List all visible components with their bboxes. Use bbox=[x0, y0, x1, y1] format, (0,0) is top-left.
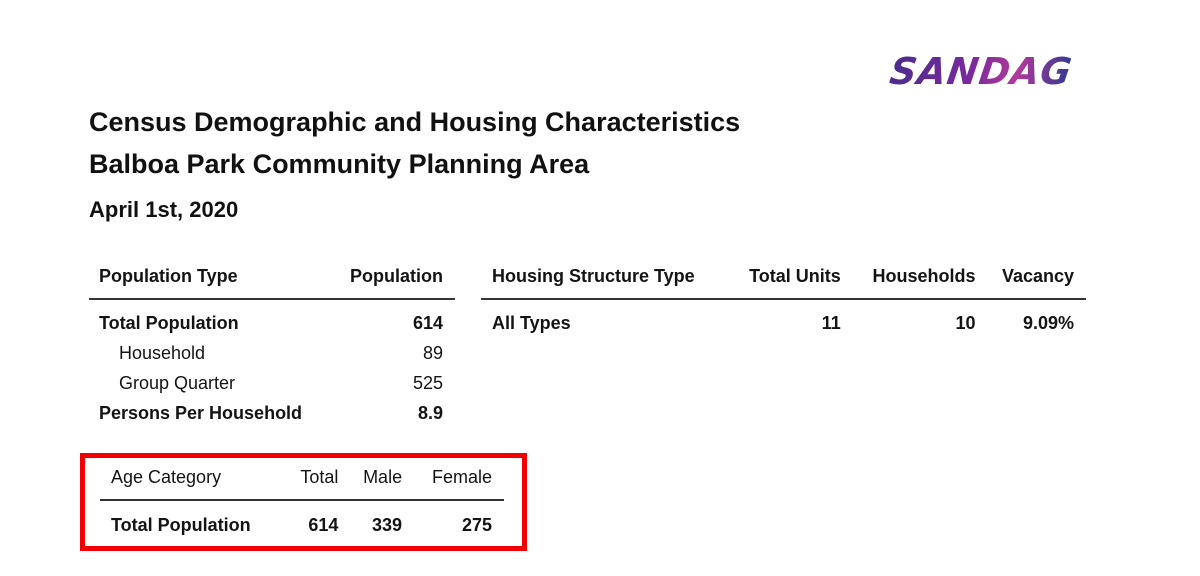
row-value: 89 bbox=[422, 342, 443, 363]
column-header-housing-structure-type: Housing Structure Type bbox=[481, 262, 732, 300]
table-row: Household 89 bbox=[89, 338, 455, 368]
table-header-row: Population Type Population bbox=[89, 262, 455, 300]
row-category: Total Population bbox=[111, 514, 251, 535]
page-subtitle: Balboa Park Community Planning Area bbox=[89, 149, 590, 179]
population-table: Population Type Population Total Populat… bbox=[89, 262, 455, 428]
row-value: 614 bbox=[412, 313, 443, 333]
column-header-population: Population bbox=[334, 262, 455, 300]
sandag-logo: SANDAG bbox=[887, 50, 1076, 93]
table-row: Total Population 614 bbox=[89, 299, 455, 338]
column-header-total: Total bbox=[288, 463, 351, 501]
report-date: April 1st, 2020 bbox=[89, 197, 239, 222]
page-title: Census Demographic and Housing Character… bbox=[89, 107, 741, 137]
column-header-vacancy: Vacancy bbox=[987, 262, 1086, 300]
row-label: Household bbox=[119, 342, 206, 363]
age-table: Age Category Total Male Female Total Pop… bbox=[100, 463, 504, 540]
table-row: All Types 11 10 9.09% bbox=[481, 299, 1086, 338]
row-total: 614 bbox=[308, 514, 339, 535]
row-value: 525 bbox=[412, 372, 443, 393]
table-row: Total Population 614 339 275 bbox=[100, 500, 504, 540]
row-type: All Types bbox=[492, 313, 571, 333]
row-vacancy: 9.09% bbox=[1022, 313, 1074, 333]
housing-table: Housing Structure Type Total Units House… bbox=[481, 262, 1086, 338]
column-header-total-units: Total Units bbox=[731, 262, 853, 300]
row-label: Total Population bbox=[99, 313, 239, 333]
column-header-households: Households bbox=[852, 262, 988, 300]
row-label: Group Quarter bbox=[119, 372, 236, 393]
table-header-row: Housing Structure Type Total Units House… bbox=[481, 262, 1086, 300]
row-female: 275 bbox=[461, 514, 492, 535]
highlight-box bbox=[80, 453, 527, 551]
column-header-population-type: Population Type bbox=[89, 262, 335, 300]
table-row: Persons Per Household 8.9 bbox=[89, 398, 455, 428]
column-header-female: Female bbox=[414, 463, 504, 501]
column-header-age-category: Age Category bbox=[100, 463, 288, 501]
table-row: Group Quarter 525 bbox=[89, 368, 455, 398]
table-header-row: Age Category Total Male Female bbox=[100, 463, 504, 501]
row-total-units: 11 bbox=[821, 313, 841, 333]
row-male: 339 bbox=[372, 514, 403, 535]
row-value: 8.9 bbox=[417, 402, 443, 423]
column-header-male: Male bbox=[350, 463, 415, 501]
row-label: Persons Per Household bbox=[99, 402, 303, 423]
row-households: 10 bbox=[955, 313, 976, 333]
